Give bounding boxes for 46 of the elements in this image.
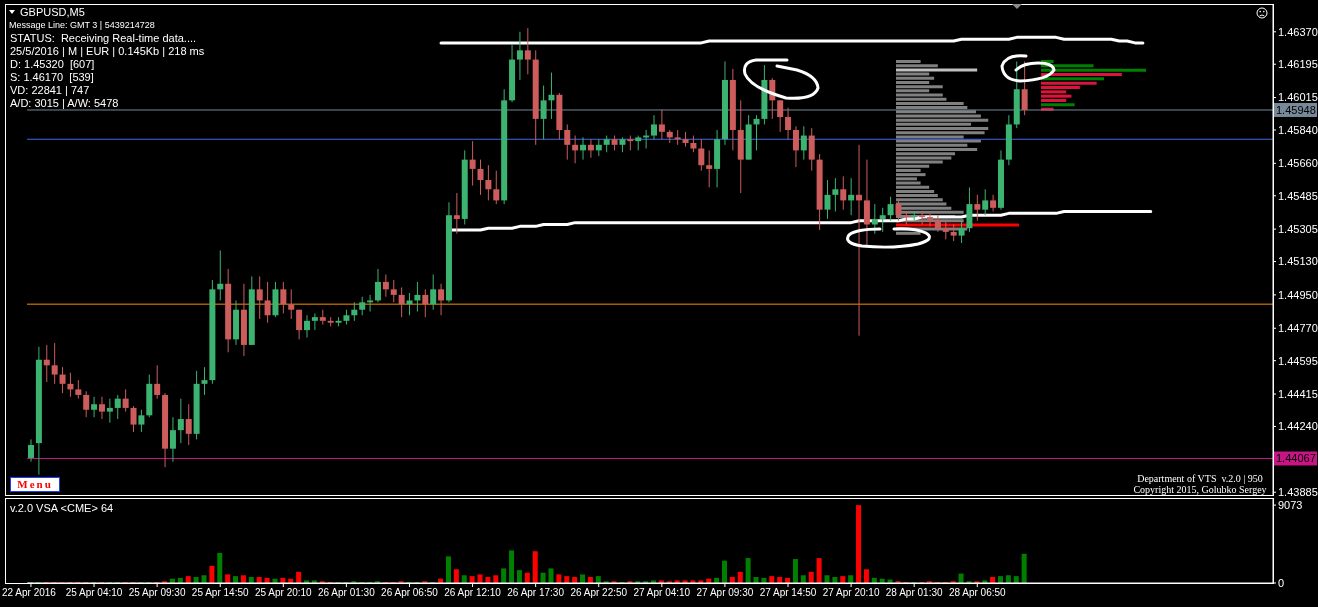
x-tick-label: 26 Apr 22:50: [570, 586, 628, 598]
x-tick-label: 28 Apr 01:30: [885, 586, 943, 598]
y-tick-label: 0: [1278, 576, 1285, 589]
x-tick-label: 25 Apr 20:10: [254, 586, 313, 598]
x-tick-label: 26 Apr 17:30: [507, 586, 565, 598]
y-tick-label: 1.44595: [1278, 354, 1318, 367]
ref-line-label: 1.45948: [1276, 103, 1316, 116]
y-tick-label: 1.45840: [1278, 123, 1318, 136]
x-tick-label: 22 Apr 2016: [2, 586, 57, 598]
y-tick-label: 9073: [1278, 499, 1303, 512]
annotation: Copyright 2015, Golubko Sergey: [1133, 483, 1267, 496]
ref-line-label: 1.44067: [1276, 452, 1316, 465]
x-tick-label: 27 Apr 20:10: [822, 586, 880, 598]
annotation: S: 1.46170 [539]: [10, 70, 94, 84]
annotation: A/D: 3015 | A/W: 5478: [10, 96, 119, 110]
chart-title: GBPUSD,M5: [20, 6, 85, 19]
y-tick-label: 1.46015: [1278, 91, 1318, 104]
y-tick-label: 1.45485: [1278, 189, 1318, 202]
x-tick-label: 26 Apr 12:10: [444, 586, 502, 598]
annotation: Message Line: GMT 3 | 5439214728: [9, 19, 155, 32]
chart-title: v.2.0 VSA <CME> 64: [10, 502, 114, 515]
y-tick-label: 1.44770: [1278, 322, 1318, 335]
y-tick-label: 1.45660: [1278, 157, 1318, 170]
x-tick-label: 27 Apr 09:30: [696, 586, 754, 598]
x-tick-label: 28 Apr 06:50: [948, 586, 1007, 598]
y-tick-label: 1.43885: [1278, 486, 1318, 499]
x-tick-label: 25 Apr 09:30: [128, 586, 186, 598]
annotation: STATUS: Receiving Real-time data....: [10, 31, 197, 45]
annotation: VD: 22841 | 747: [10, 83, 90, 97]
x-tick-label: 26 Apr 06:50: [381, 586, 439, 598]
y-tick-label: 1.44240: [1278, 420, 1318, 433]
menu-button: Menu: [10, 477, 60, 492]
x-tick-label: 26 Apr 01:30: [318, 586, 376, 598]
x-tick-label: 25 Apr 14:50: [191, 586, 249, 598]
annotation: Department of VTS v.2.0 | 950: [1137, 471, 1263, 485]
y-tick-label: 1.44950: [1278, 288, 1318, 301]
y-tick-label: 1.45130: [1278, 255, 1318, 268]
y-tick-label: 1.46370: [1278, 25, 1318, 38]
x-tick-label: 25 Apr 04:10: [65, 586, 123, 598]
y-tick-label: 1.45305: [1278, 223, 1318, 236]
annotation: 25/5/2016 | M | EUR | 0.145Kb | 218 ms: [10, 44, 205, 58]
annotation: D: 1.45320 [607]: [10, 57, 95, 71]
x-tick-label: 27 Apr 14:50: [759, 586, 817, 598]
y-tick-label: 1.44415: [1278, 387, 1318, 400]
x-tick-label: 27 Apr 04:10: [633, 586, 691, 598]
y-tick-label: 1.46195: [1278, 58, 1318, 71]
